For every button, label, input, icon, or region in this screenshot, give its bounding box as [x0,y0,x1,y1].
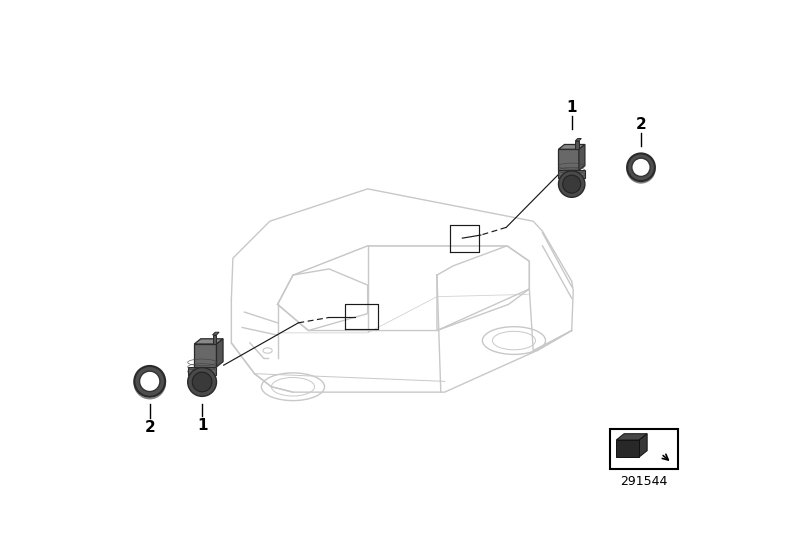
Polygon shape [575,141,579,150]
Polygon shape [194,339,223,344]
Text: 2: 2 [144,420,155,435]
Polygon shape [639,433,647,457]
Polygon shape [579,144,585,170]
Polygon shape [213,335,217,344]
Polygon shape [558,170,585,178]
Text: 1: 1 [197,418,207,432]
Polygon shape [558,144,585,150]
Polygon shape [194,344,217,367]
Ellipse shape [192,372,212,392]
Text: 1: 1 [566,100,577,115]
Polygon shape [188,367,217,375]
Ellipse shape [139,371,160,391]
Ellipse shape [627,153,655,181]
Ellipse shape [562,175,581,193]
Polygon shape [217,339,223,367]
Polygon shape [616,433,647,440]
Ellipse shape [632,158,650,176]
Ellipse shape [134,366,165,396]
Bar [610,429,678,469]
Polygon shape [558,150,579,170]
Ellipse shape [558,171,585,197]
Ellipse shape [188,367,217,396]
Polygon shape [213,332,219,335]
Text: 291544: 291544 [620,475,668,488]
Polygon shape [575,138,582,141]
Text: 2: 2 [636,117,646,132]
Polygon shape [616,440,639,457]
